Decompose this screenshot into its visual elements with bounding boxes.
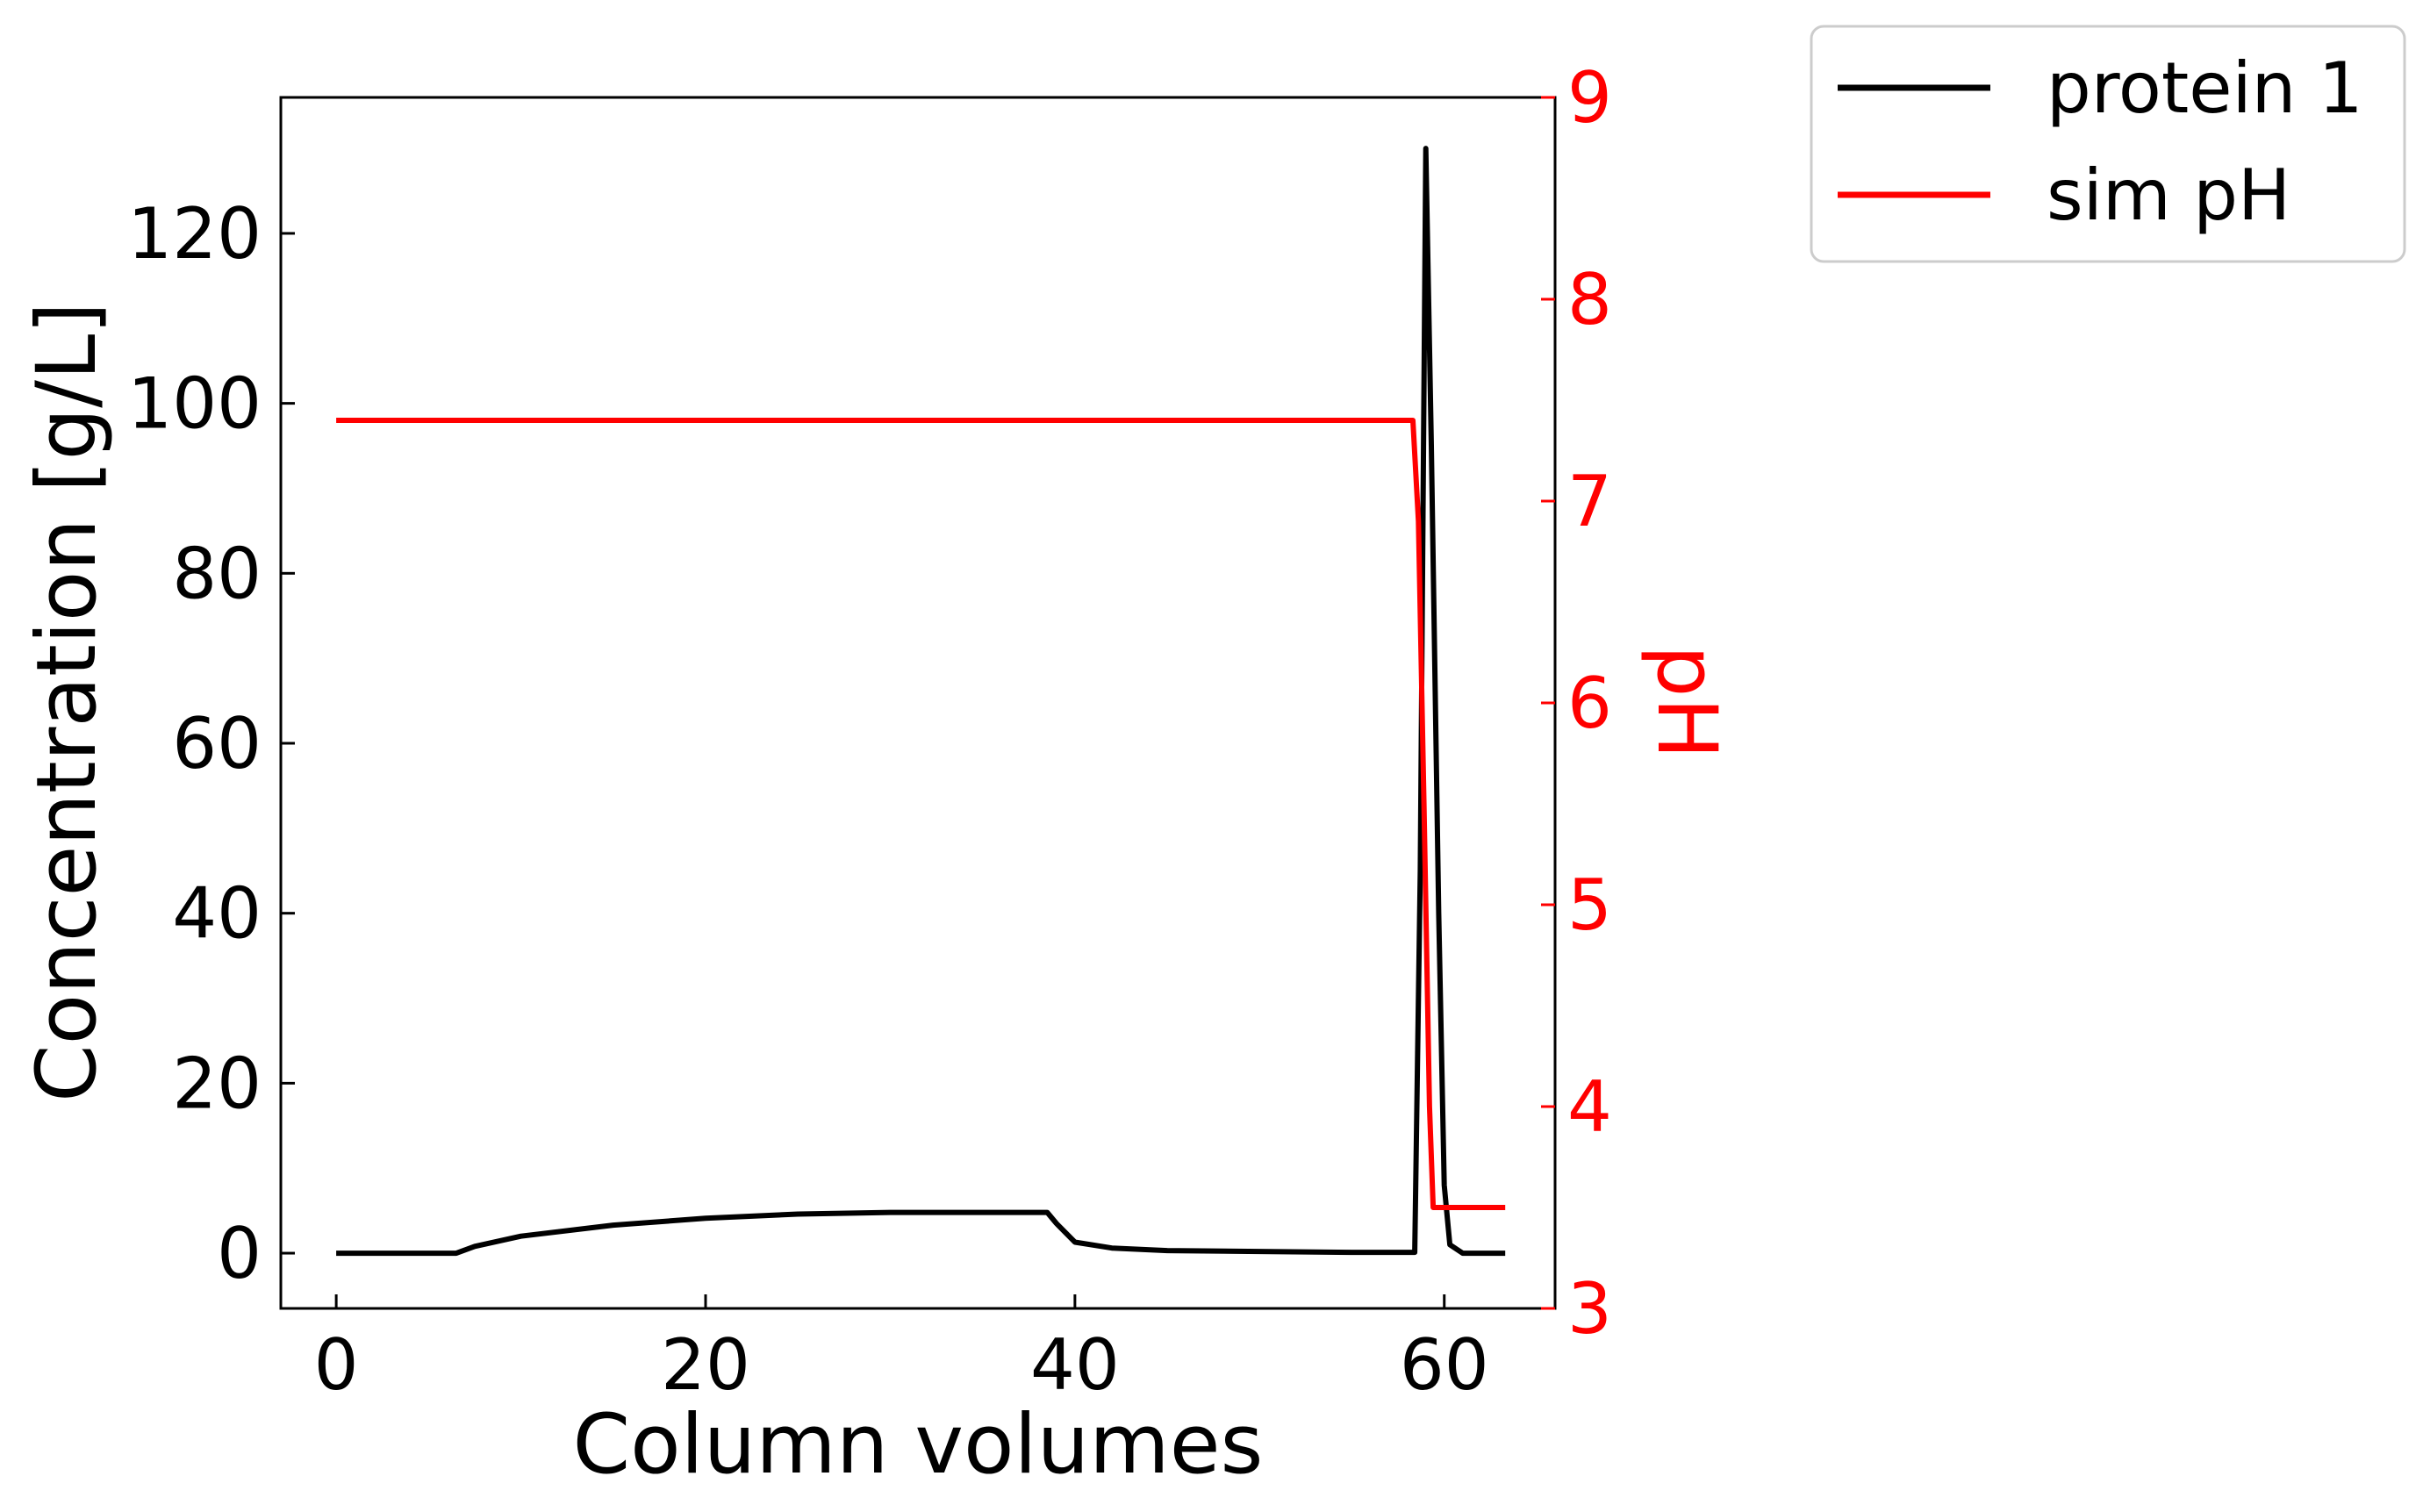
y-axis: 0 20 40 60 80 100 120 — [127, 193, 295, 1294]
y2-tick-label: 8 — [1567, 259, 1612, 340]
y-tick-label: 120 — [127, 193, 262, 275]
y2-tick-label: 7 — [1567, 461, 1612, 542]
y-tick-label: 60 — [172, 703, 262, 785]
legend-label-sim-ph: sim pH — [2047, 154, 2290, 236]
x-tick-label: 20 — [661, 1324, 750, 1406]
y2-tick-label: 9 — [1567, 57, 1612, 139]
y2-tick-label: 6 — [1567, 663, 1612, 744]
x-axis: 0 20 40 60 — [314, 1294, 1489, 1406]
y-tick-label: 20 — [172, 1043, 262, 1124]
y-tick-label: 0 — [217, 1213, 262, 1294]
y2-tick-label: 5 — [1567, 864, 1612, 946]
series-line-sim-ph — [336, 418, 1506, 1210]
y-tick-label: 40 — [172, 873, 262, 955]
x-axis-title: Column volumes — [572, 1397, 1263, 1493]
series-layer — [336, 146, 1506, 1257]
y2-axis-title: pH — [1638, 645, 1734, 759]
y2-tick-label: 3 — [1567, 1268, 1612, 1350]
y2-axis: 3 4 5 6 7 8 9 — [1541, 57, 1612, 1350]
y2-tick-label: 4 — [1567, 1066, 1612, 1148]
x-tick-label: 0 — [314, 1324, 359, 1406]
legend-label-protein-1: protein 1 — [2047, 47, 2363, 129]
legend: protein 1 sim pH — [1810, 25, 2406, 263]
x-tick-label: 60 — [1400, 1324, 1489, 1406]
x-tick-label: 40 — [1030, 1324, 1120, 1406]
y-tick-label: 100 — [127, 363, 262, 445]
y-axis-title: Concentration [g/L] — [19, 302, 115, 1102]
axes-frame — [279, 96, 1557, 1310]
y-tick-label: 80 — [172, 533, 262, 614]
series-line-protein-1 — [336, 146, 1506, 1257]
